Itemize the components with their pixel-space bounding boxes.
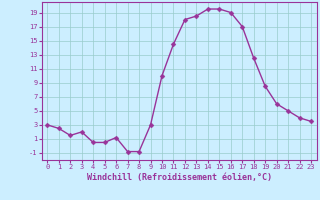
X-axis label: Windchill (Refroidissement éolien,°C): Windchill (Refroidissement éolien,°C) — [87, 173, 272, 182]
